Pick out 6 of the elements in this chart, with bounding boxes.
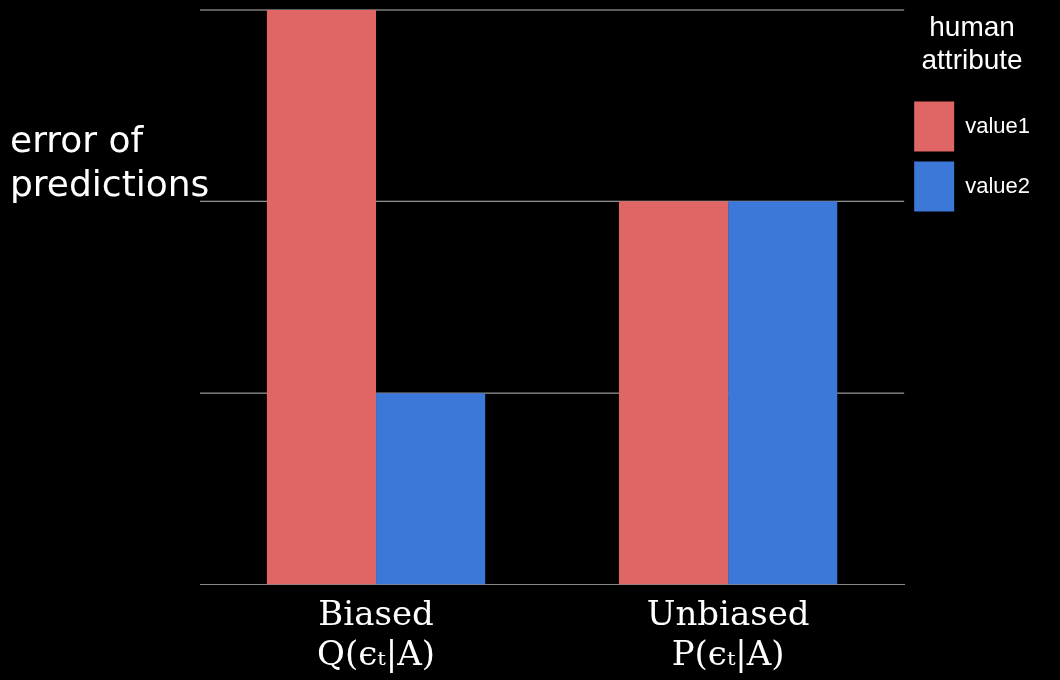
x-tick-label: Unbiased P(ϵₜ|A) xyxy=(646,592,810,674)
legend-label: value1 xyxy=(965,112,1031,138)
y-axis-title: error of predictions xyxy=(10,118,211,206)
x-tick-label: Biased Q(ϵₜ|A) xyxy=(317,592,435,674)
legend-title: human attribute xyxy=(921,10,1023,76)
legend-label: value2 xyxy=(965,172,1031,198)
